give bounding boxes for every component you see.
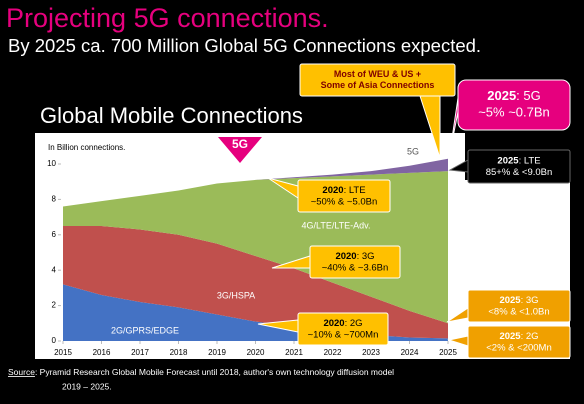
area <box>63 225 448 339</box>
x-tick-label: 2024 <box>401 348 419 357</box>
x-tick-label: 2017 <box>131 348 149 357</box>
callout-text: Some of Asia Connections <box>321 80 435 90</box>
callout-box <box>457 79 571 131</box>
x-tick-label: 2025 <box>439 348 457 357</box>
marker-label: 5G <box>232 137 248 151</box>
callout-year: 2025 <box>487 88 516 103</box>
callout-tech: : 3G <box>521 295 539 306</box>
plot: 0 2 4 6 8 10 2015 2016 2017 2018 2019 2020 2021 2022 2… <box>47 63 571 359</box>
callout-text: <2% & <200Mn <box>486 342 552 353</box>
callout-tech: : 3G <box>357 251 375 262</box>
series-label: 2G/GPRS/EDGE <box>111 325 179 335</box>
source-text: 2019 – 2025. <box>62 381 112 391</box>
callout-year: 2025 <box>499 331 521 342</box>
x-tick-label: 2015 <box>54 348 72 357</box>
callout-box <box>467 325 571 359</box>
callout-title: 2025: 2G <box>499 331 538 342</box>
marker-triangle <box>218 137 262 163</box>
callout-tech: : 5G <box>516 88 541 103</box>
y-tick-label: 4 <box>52 265 57 274</box>
x-tick-label: 2018 <box>170 348 188 357</box>
series-label: 3G/HSPA <box>217 290 255 300</box>
y-tick-label: 8 <box>52 195 57 204</box>
callout-tech: : 2G <box>521 331 539 342</box>
callout-year: 2025 <box>497 155 519 166</box>
callout-box <box>309 245 401 279</box>
callout-year: 2020 <box>335 251 356 262</box>
callout-box <box>299 63 456 97</box>
callout-box <box>467 289 571 323</box>
callout-text: 85+% & <9.0Bn <box>486 167 553 178</box>
callout-title: 2025: 3G <box>499 295 538 306</box>
callout-text: <8% & <1.0Bn <box>488 306 549 317</box>
area <box>63 284 448 341</box>
x-tick-label: 2020 <box>247 348 265 357</box>
callout-title: 2025: 5G <box>487 88 541 103</box>
callout-title: 2020: LTE <box>322 185 365 196</box>
chart-title: Global Mobile Connections <box>40 103 303 128</box>
callout-box <box>297 312 389 346</box>
y-axis-label: In Billion connections. <box>48 143 125 152</box>
callout-title: 2025: LTE <box>497 155 540 166</box>
series-label: 5G <box>407 146 419 156</box>
source-text: : Pyramid Research Global Mobile Forecas… <box>35 367 394 377</box>
callout-tech: : 2G <box>345 318 363 329</box>
y-tick-label: 10 <box>47 159 56 168</box>
y-tick-label: 6 <box>52 230 57 239</box>
callout-text: ~50% & ~5.0Bn <box>311 196 378 207</box>
callout-tech: : LTE <box>344 185 366 196</box>
callout-text: ~40% & ~3.6Bn <box>322 262 389 273</box>
callout-text: Most of WEU & US + <box>334 69 421 79</box>
callout-text: ~5% ~0.7Bn <box>478 105 550 120</box>
callout-title: 2020: 3G <box>335 251 374 262</box>
x-tick-label: 2019 <box>208 348 226 357</box>
y-tick-label: 2 <box>52 301 57 310</box>
callout-year: 2025 <box>499 295 521 306</box>
x-tick-label: 2016 <box>93 348 111 357</box>
callout-box <box>467 149 571 184</box>
slide-title: Projecting 5G connections. <box>6 3 329 33</box>
source: Source: Pyramid Research Global Mobile F… <box>8 367 394 377</box>
callout-title: 2020: 2G <box>323 318 362 329</box>
callout-box <box>297 179 391 213</box>
callout-tech: : LTE <box>519 155 541 166</box>
callout-text: ~10% & ~700Mn <box>308 329 379 340</box>
callout-year: 2020 <box>323 318 344 329</box>
y-tick-label: 0 <box>52 336 57 345</box>
x-tick-label: 2022 <box>324 348 342 357</box>
callout-year: 2020 <box>322 185 343 196</box>
x-tick-label: 2021 <box>285 348 303 357</box>
x-tick-label: 2023 <box>362 348 380 357</box>
series-label: 4G/LTE/LTE-Adv. <box>301 220 370 230</box>
source-label: Source <box>8 367 35 377</box>
slide-subtitle: By 2025 ca. 700 Million Global 5G Connec… <box>8 35 481 56</box>
